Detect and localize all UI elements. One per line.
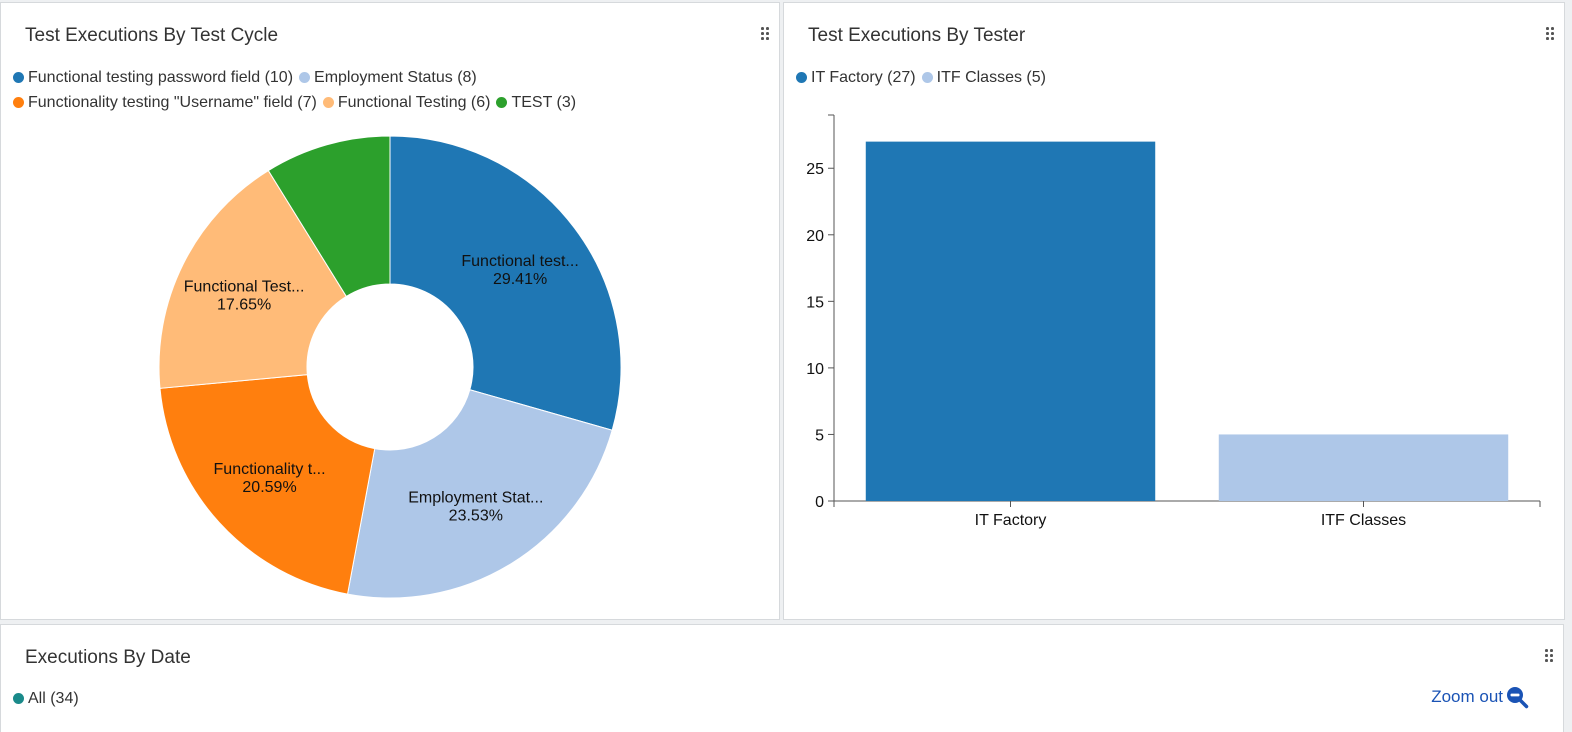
executions-by-date-title: Executions By Date — [25, 647, 191, 668]
x-tick-label: ITF Classes — [1321, 512, 1406, 529]
legend-item[interactable]: Functionality testing "Username" field (… — [13, 94, 317, 112]
slice-percent: 23.53% — [449, 508, 503, 525]
slice-label: Functionality t... — [214, 461, 326, 478]
zoom-out-icon — [1507, 687, 1529, 709]
bar[interactable] — [865, 141, 1156, 501]
slice-percent: 29.41% — [493, 271, 547, 288]
legend-item[interactable]: Functional Testing (6) — [322, 93, 491, 112]
slice-percent: 17.65% — [217, 296, 271, 313]
legend-label: Functional Testing (6) — [337, 93, 491, 111]
y-tick-label: 20 — [806, 228, 824, 245]
legend-item[interactable]: IT Factory (27) — [796, 69, 916, 87]
bar[interactable] — [1218, 434, 1509, 501]
tester-legend: IT Factory (27) ITF Classes (5) — [796, 65, 1052, 90]
legend-item[interactable]: ITF Classes (5) — [921, 68, 1046, 87]
legend-label: TEST (3) — [511, 93, 577, 111]
slice-percent: 20.59% — [242, 479, 296, 496]
executions-by-date-legend: All (34) — [13, 686, 85, 711]
pie-slice[interactable] — [158, 169, 347, 389]
legend-label: IT Factory (27) — [811, 68, 916, 86]
legend-dot-icon — [13, 693, 24, 704]
tester-title: Test Executions By Tester — [808, 25, 1026, 46]
legend-dot-icon — [13, 97, 24, 108]
drag-handle-icon[interactable] — [1545, 649, 1553, 663]
y-tick-label: 5 — [815, 427, 824, 444]
test-cycle-donut-chart: Functional test...29.41% Employment Stat.… — [158, 135, 622, 599]
legend-label: Functional testing password field (10) — [28, 68, 294, 86]
legend-label: All (34) — [28, 689, 79, 707]
executions-by-date-panel: Executions By Date All (34) Zoom out — [0, 624, 1564, 732]
drag-handle-icon[interactable] — [1546, 27, 1554, 41]
test-cycle-panel: Test Executions By Test Cycle Functional… — [0, 2, 780, 620]
legend-item[interactable]: TEST (3) — [496, 94, 576, 112]
zoom-out-button[interactable]: Zoom out — [1431, 685, 1529, 709]
legend-dot-icon — [796, 72, 807, 83]
legend-dot-icon — [13, 72, 24, 83]
pie-slice[interactable] — [159, 374, 376, 595]
zoom-out-label: Zoom out — [1431, 687, 1503, 706]
legend-label: ITF Classes (5) — [936, 68, 1046, 86]
legend-label: Functionality testing "Username" field (… — [28, 93, 317, 111]
drag-handle-icon[interactable] — [761, 27, 769, 41]
y-tick-label: 0 — [815, 494, 824, 511]
test-cycle-title: Test Executions By Test Cycle — [25, 25, 279, 46]
tester-bar-chart: 0 5 10 15 20 25 IT Factory ITF Classes — [806, 114, 1541, 529]
legend-label: Employment Status (8) — [314, 68, 477, 86]
y-tick-label: 15 — [806, 294, 824, 311]
y-tick-label: 10 — [806, 361, 824, 378]
legend-dot-icon — [921, 72, 933, 83]
legend-item[interactable]: All (34) — [13, 690, 79, 708]
pie-slice[interactable] — [346, 389, 613, 599]
legend-item[interactable]: Employment Status (8) — [299, 69, 477, 87]
slice-label: Functional Test... — [184, 278, 305, 295]
slice-label: Functional test... — [461, 253, 578, 270]
legend-dot-icon — [299, 72, 311, 83]
test-cycle-legend: Functional testing password field (10) E… — [13, 65, 582, 115]
x-tick-label: IT Factory — [975, 512, 1047, 529]
legend-item[interactable]: Functional testing password field (10) — [13, 69, 293, 87]
tester-panel: Test Executions By Tester IT Factory (27… — [783, 2, 1565, 620]
legend-dot-icon — [496, 97, 508, 108]
pie-slice[interactable] — [389, 135, 622, 431]
y-tick-label: 25 — [806, 161, 824, 178]
pie-slice[interactable] — [267, 135, 391, 298]
slice-label: Employment Stat... — [408, 490, 543, 507]
legend-dot-icon — [322, 97, 334, 108]
